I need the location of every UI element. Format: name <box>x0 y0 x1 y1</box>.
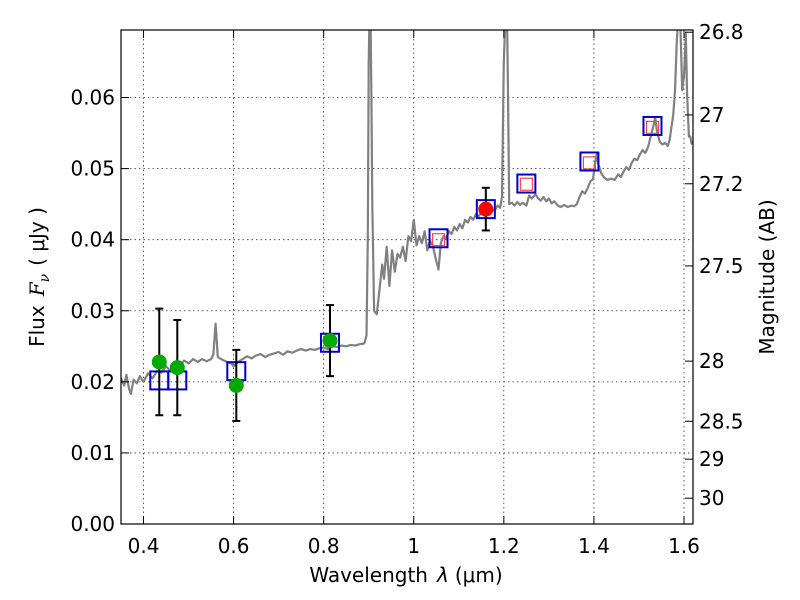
model-square-marker <box>642 115 663 136</box>
observed-point <box>169 360 185 376</box>
magnitude-tick-label: 27 <box>699 103 724 127</box>
y-tick-label: 0.06 <box>70 86 115 110</box>
model-square-marker <box>516 173 537 194</box>
x-tick-label: 0.4 <box>128 534 160 558</box>
observed-point <box>322 333 338 349</box>
marker-layer <box>149 115 663 422</box>
x-tick-label: 1.6 <box>668 534 700 558</box>
observed-point <box>151 354 167 370</box>
magnitude-tick-label: 27.5 <box>699 254 744 278</box>
magnitude-tick-label: 27.2 <box>699 172 744 196</box>
grid-lines <box>121 30 693 524</box>
x-tick-label: 1.2 <box>488 534 520 558</box>
limit-square-marker <box>645 120 660 134</box>
x-tick-label: 1 <box>407 534 420 558</box>
axis-ticks: 0.4 0.6 0.8 1 1.2 1.4 1.6 0.00 0.01 0.02 0.03 0.04 0… <box>70 20 743 558</box>
limit-square-marker <box>582 156 597 170</box>
model-square-marker <box>579 151 600 172</box>
x-tick-label: 1.4 <box>578 534 610 558</box>
y-tick-label: 0.02 <box>70 370 115 394</box>
magnitude-tick-label: 28.5 <box>699 409 744 433</box>
y-tick-label: 0.05 <box>70 157 115 181</box>
magnitude-tick-label: 29 <box>699 447 724 471</box>
model-square-marker <box>428 228 449 249</box>
observed-point <box>228 377 244 393</box>
plot-frame <box>120 29 694 525</box>
x-axis-label: Wavelength λ (μm) <box>309 563 502 587</box>
y-tick-label: 0.01 <box>70 441 115 465</box>
spectrum-line <box>121 30 693 395</box>
magnitude-tick-label: 26.8 <box>699 20 744 44</box>
limit-square-marker <box>519 177 533 191</box>
magnitude-tick-label: 30 <box>699 486 724 510</box>
x-tick-label: 0.6 <box>218 534 250 558</box>
y-tick-label: 0.04 <box>70 228 115 252</box>
magnitude-tick-label: 28 <box>699 349 724 373</box>
limit-square-marker <box>431 233 446 247</box>
magnitude-axis-label: Magnitude (AB) <box>755 199 779 354</box>
y-axis-label: FluxFν( μJy ) <box>25 207 53 347</box>
y-tick-label: 0.00 <box>70 512 115 536</box>
x-tick-label: 0.8 <box>308 534 340 558</box>
plot-area <box>121 30 693 395</box>
observed-point <box>478 201 494 217</box>
y-tick-label: 0.03 <box>70 299 115 323</box>
